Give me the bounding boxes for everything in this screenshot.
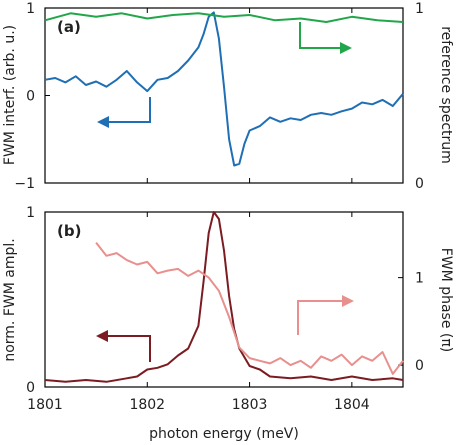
- panel-a-right-ylabel: reference spectrum: [438, 26, 454, 164]
- x-tick-label: 1804: [334, 397, 370, 413]
- panel-b-left-ytick-label: 0: [26, 380, 35, 396]
- panel-b-series: [44, 211, 404, 383]
- x-tick-label: 1802: [129, 397, 165, 413]
- panel-a-right-ytick-label: 1: [415, 1, 424, 17]
- panel-a-line-interf: [44, 11, 404, 167]
- x-tick-label: 1801: [27, 397, 63, 413]
- panel-b-left-arrow: [96, 330, 151, 362]
- panel-a-right-ytick-label: 0: [415, 176, 424, 192]
- panel-b-left-ytick-label: 1: [26, 205, 35, 221]
- panel-b-right-ylabel: FWM phase (π): [438, 248, 454, 352]
- panel-b-line-ampl: [44, 211, 404, 383]
- panel-a-label: (a): [57, 18, 81, 36]
- panel-a-series: [44, 11, 404, 167]
- panel-b-right-ytick-label: 0: [415, 358, 424, 374]
- panel-a-left-ytick-label: 1: [26, 1, 35, 17]
- panel-b-right-ytick-label: 1: [415, 271, 424, 287]
- panel-b-label: (b): [57, 222, 81, 240]
- panel-a-left-ylabel: FWM interf. (arb. u.): [2, 25, 18, 165]
- x-tick-label: 1803: [232, 397, 268, 413]
- panel-b-left-ylabel: norm. FWM ampl.: [2, 238, 18, 361]
- panel-a-left-ytick-label: −1: [14, 176, 35, 192]
- x-axis-label: photon energy (meV): [149, 426, 299, 442]
- axis-ticks: −1 0 1 0 1 0 1 0 1 1801 1802 1803 1804: [14, 1, 424, 413]
- panel-a-left-arrow: [97, 97, 151, 128]
- panel-b-right-arrow: [297, 295, 354, 335]
- panel-a-left-ytick-label: 0: [26, 89, 35, 105]
- panel-a-line-reference: [44, 12, 404, 23]
- panel-b-line-phase: [95, 241, 404, 375]
- panel-a-right-arrow: [299, 22, 352, 54]
- panel-b-frame: [44, 211, 404, 388]
